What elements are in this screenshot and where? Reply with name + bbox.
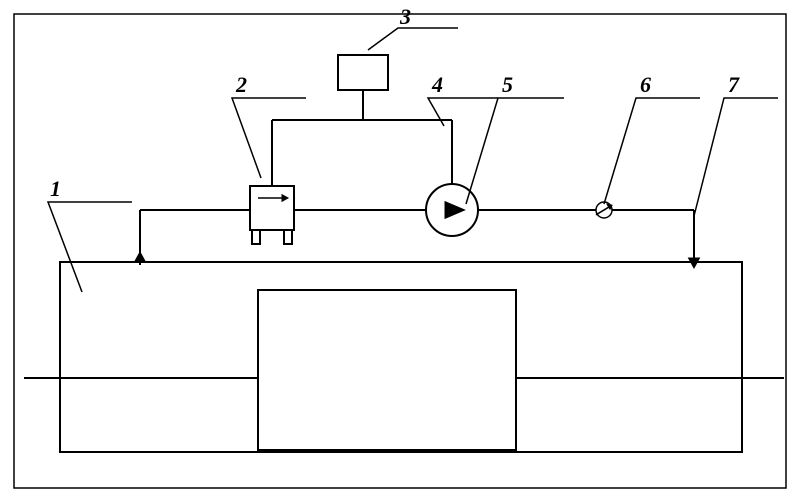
label-5: 5 xyxy=(502,72,513,97)
label-6: 6 xyxy=(640,72,651,97)
label-7: 7 xyxy=(728,72,740,97)
label-3: 3 xyxy=(399,4,411,29)
label-4: 4 xyxy=(431,72,443,97)
label-1: 1 xyxy=(50,176,61,201)
label-2: 2 xyxy=(235,72,247,97)
